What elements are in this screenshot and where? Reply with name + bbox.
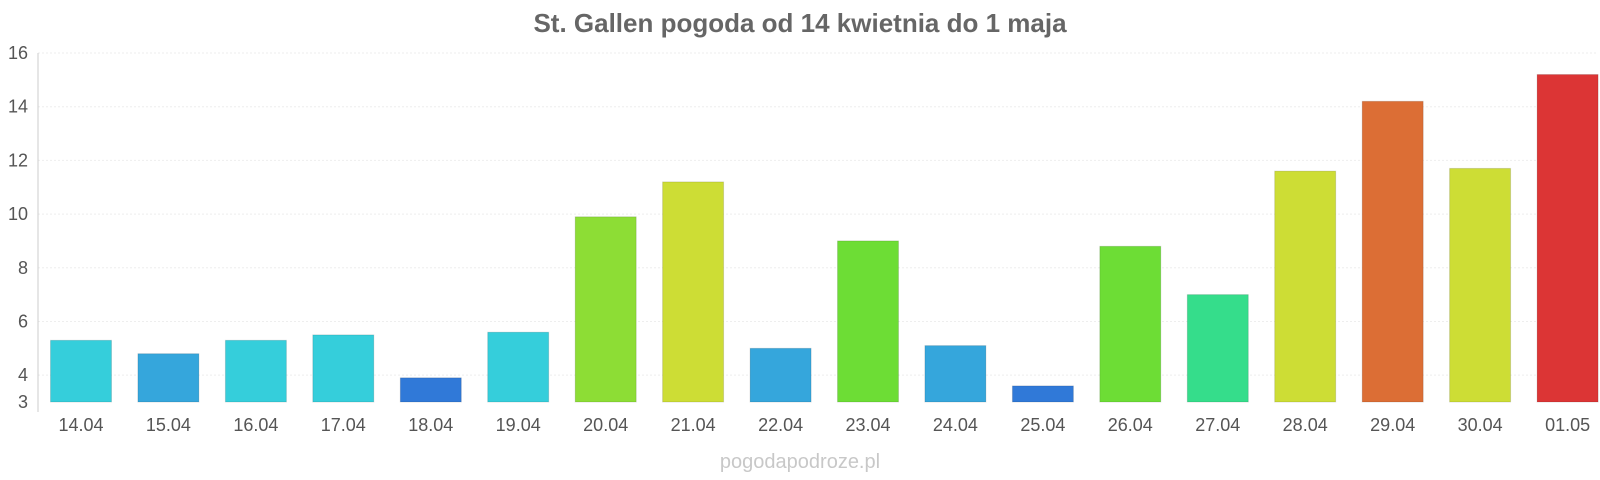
y-tick-label: 14 (8, 97, 28, 117)
bar-27.04 (1186, 294, 1249, 403)
y-tick-label: 16 (8, 43, 28, 63)
x-tick-label: 23.04 (845, 415, 890, 435)
bar-16.04 (224, 339, 287, 403)
x-tick-label: 18.04 (408, 415, 453, 435)
x-tick-label: 16.04 (233, 415, 278, 435)
bar-17.04 (312, 334, 375, 403)
bar-28.04 (1274, 170, 1337, 403)
x-tick-label: 24.04 (933, 415, 978, 435)
watermark-text: pogodapodroze.pl (720, 451, 880, 473)
bar-25.04 (1011, 385, 1074, 403)
x-tick-label: 28.04 (1283, 415, 1328, 435)
y-tick-label: 6 (18, 311, 28, 331)
x-tick-label: 15.04 (146, 415, 191, 435)
bar-23.04 (837, 240, 899, 403)
bar-14.04 (50, 339, 112, 403)
y-axis-ticks: 3 4 6 8 10 12 14 16 (8, 43, 28, 412)
bar-26.04 (1099, 245, 1162, 403)
x-tick-label: 22.04 (758, 415, 803, 435)
bar-18.04 (399, 377, 462, 403)
y-tick-label: 4 (18, 365, 28, 385)
y-tick-label: 8 (18, 258, 28, 278)
bar-01.05 (1536, 74, 1599, 403)
x-tick-label: 29.04 (1370, 415, 1415, 435)
x-tick-label: 21.04 (671, 415, 716, 435)
x-tick-label: 14.04 (58, 415, 103, 435)
x-tick-label: 30.04 (1458, 415, 1503, 435)
bar-30.04 (1449, 167, 1512, 403)
x-axis-ticks: 14.04 15.04 16.04 17.04 18.04 19.04 20.04 21.04… (58, 415, 1590, 435)
bar-19.04 (487, 331, 550, 403)
y-tick-label: 3 (18, 392, 28, 412)
y-tick-label: 12 (8, 150, 28, 170)
bar-29.04 (1361, 100, 1424, 403)
bar-21.04 (662, 181, 725, 403)
x-tick-label: 26.04 (1108, 415, 1153, 435)
chart-title: St. Gallen pogoda od 14 kwietnia do 1 ma… (533, 8, 1067, 38)
x-tick-label: 25.04 (1020, 415, 1065, 435)
x-tick-label: 17.04 (321, 415, 366, 435)
bar-20.04 (574, 216, 637, 403)
x-tick-label: 01.05 (1545, 415, 1590, 435)
y-tick-label: 10 (8, 204, 28, 224)
bar-24.04 (924, 345, 987, 403)
bar-15.04 (137, 353, 200, 403)
bars (50, 74, 1599, 403)
x-tick-label: 20.04 (583, 415, 628, 435)
bar-22.04 (749, 347, 812, 403)
x-tick-label: 19.04 (496, 415, 541, 435)
x-tick-label: 27.04 (1195, 415, 1240, 435)
